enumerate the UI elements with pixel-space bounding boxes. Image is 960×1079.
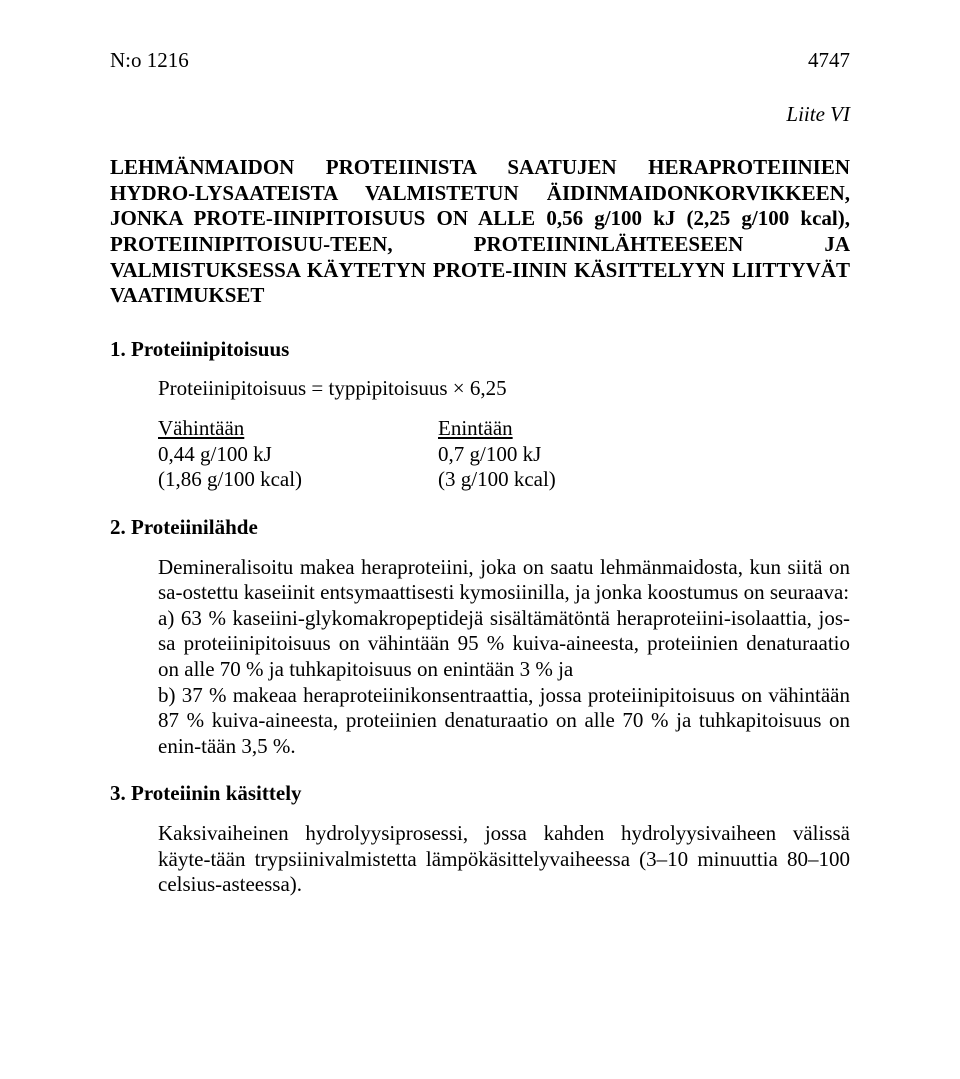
section-2-heading: 2. Proteiinilähde (110, 515, 850, 541)
min-value-kcal: (1,86 g/100 kcal) (158, 467, 438, 493)
max-label: Enintään (438, 416, 718, 442)
section-3-body: Kaksivaiheinen hydrolyysiprosessi, jossa… (158, 821, 850, 898)
min-column: Vähintään 0,44 g/100 kJ (1,86 g/100 kcal… (158, 416, 438, 493)
section-2-paragraph: Demineralisoitu makea heraproteiini, jok… (158, 555, 850, 760)
section-3-heading: 3. Proteiinin käsittely (110, 781, 850, 807)
section-2-body: Demineralisoitu makea heraproteiini, jok… (158, 555, 850, 760)
section-3-paragraph: Kaksivaiheinen hydrolyysiprosessi, jossa… (158, 821, 850, 898)
max-column: Enintään 0,7 g/100 kJ (3 g/100 kcal) (438, 416, 718, 493)
limits-table: Vähintään 0,44 g/100 kJ (1,86 g/100 kcal… (158, 416, 850, 493)
page-number: 4747 (808, 48, 850, 74)
section-1-body: Proteiinipitoisuus = typpipitoisuus × 6,… (158, 376, 850, 492)
max-value-kj: 0,7 g/100 kJ (438, 442, 718, 468)
document-title: LEHMÄNMAIDON PROTEIINISTA SAATUJEN HERAP… (110, 155, 850, 309)
section-1-heading: 1. Proteiinipitoisuus (110, 337, 850, 363)
min-label: Vähintään (158, 416, 438, 442)
page-header: N:o 1216 4747 (110, 48, 850, 74)
formula-text: Proteiinipitoisuus = typpipitoisuus × 6,… (158, 376, 850, 402)
min-value-kj: 0,44 g/100 kJ (158, 442, 438, 468)
document-page: N:o 1216 4747 Liite VI LEHMÄNMAIDON PROT… (0, 0, 960, 1079)
appendix-label: Liite VI (110, 102, 850, 128)
max-value-kcal: (3 g/100 kcal) (438, 467, 718, 493)
document-number: N:o 1216 (110, 48, 189, 74)
